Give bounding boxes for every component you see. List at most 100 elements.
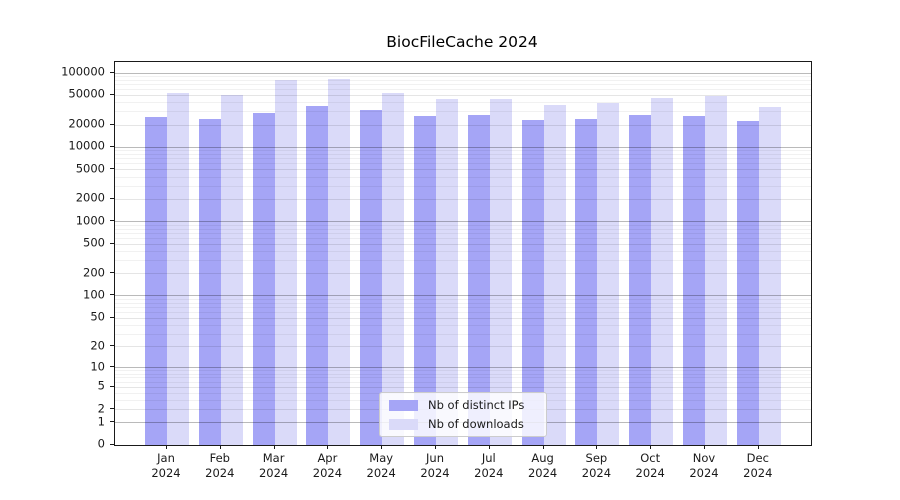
gridline [115, 302, 811, 304]
bars-layer [115, 62, 811, 445]
x-tick-year: 2024 [151, 466, 181, 480]
x-tick-label: Mar 2024 [242, 451, 306, 481]
bar-distinct-ips-jun [414, 116, 436, 445]
x-tick-month: Nov [692, 451, 716, 465]
gridline [115, 185, 811, 187]
gridline [115, 333, 811, 335]
gridline [115, 250, 811, 252]
gridline [115, 243, 811, 245]
x-tick-year: 2024 [527, 466, 558, 480]
gridline [115, 221, 811, 223]
gridline [115, 84, 811, 85]
legend-swatch-downloads-icon [389, 418, 418, 430]
x-tick-month: Dec [746, 451, 769, 465]
x-tick-label: Feb 2024 [188, 451, 252, 481]
x-tick-mark [327, 445, 329, 449]
gridline [115, 367, 811, 368]
x-tick-month: Mar [262, 451, 285, 465]
x-tick-month: Aug [531, 451, 554, 465]
gridline [115, 224, 811, 226]
gridline [115, 89, 811, 90]
y-tick-label: 5000 [75, 161, 105, 176]
bar-downloads-dec [758, 106, 781, 445]
x-tick-label: Jun 2024 [403, 451, 467, 481]
x-tick-mark [757, 445, 759, 449]
y-tick-label: 50000 [68, 86, 105, 101]
y-tick-mark [110, 345, 114, 347]
bar-downloads-feb [220, 94, 243, 445]
y-tick-label: 2 [97, 401, 105, 415]
bar-downloads-may [382, 92, 405, 445]
gridline [115, 317, 811, 319]
grid-layer [115, 62, 811, 445]
x-tick-label: Apr 2024 [295, 451, 359, 481]
y-tick-mark [110, 168, 114, 170]
legend-entry-distinct-ips: Nb of distinct IPs [389, 398, 537, 412]
bar-downloads-mar [274, 79, 297, 445]
x-tick-month: Feb [209, 451, 230, 465]
x-tick-year: 2024 [743, 466, 773, 480]
y-tick-mark [110, 443, 114, 445]
bar-downloads-apr [328, 78, 351, 445]
y-tick-label: 2000 [75, 190, 105, 205]
gridline [115, 260, 811, 262]
gridline [115, 346, 811, 348]
x-tick-mark [650, 445, 652, 449]
x-tick-year: 2024 [581, 466, 612, 480]
x-tick-mark [488, 445, 490, 449]
x-tick-year: 2024 [258, 466, 289, 480]
bar-distinct-ips-dec [736, 120, 759, 445]
y-tick-mark [110, 408, 114, 409]
x-tick-mark [704, 445, 705, 449]
x-tick-month: Jul [481, 451, 496, 465]
legend: Nb of distinct IPs Nb of downloads [379, 392, 547, 437]
y-tick-mark [110, 93, 114, 95]
x-tick-year: 2024 [366, 466, 396, 480]
gridline [115, 232, 811, 234]
gridline [115, 237, 811, 239]
gridline [115, 198, 811, 200]
x-tick-month: Apr [317, 451, 338, 465]
x-tick-label: Nov 2024 [672, 451, 736, 481]
y-tick-label: 20000 [68, 116, 105, 131]
x-tick-year: 2024 [689, 466, 719, 480]
x-tick-month: Sep [585, 451, 608, 465]
y-tick-mark [110, 145, 114, 147]
legend-label-downloads: Nb of downloads [428, 417, 524, 431]
x-tick-label: Jan 2024 [134, 451, 198, 481]
y-tick-mark [110, 242, 114, 244]
gridline [115, 324, 811, 326]
x-tick-month: May [369, 451, 394, 465]
bar-distinct-ips-may [360, 109, 383, 445]
y-tick-mark [110, 123, 114, 125]
gridline [115, 146, 811, 148]
gridline [115, 169, 811, 171]
gridline [115, 111, 811, 113]
x-tick-month: Jun [426, 451, 444, 465]
bar-distinct-ips-aug [521, 120, 544, 445]
bar-distinct-ips-apr [306, 106, 329, 445]
legend-label-distinct-ips: Nb of distinct IPs [428, 398, 525, 412]
gridline [115, 306, 811, 308]
gridline [115, 311, 811, 313]
plot-area: Nb of distinct IPs Nb of downloads [114, 61, 812, 446]
gridline [115, 273, 811, 275]
x-tick-label: Oct 2024 [618, 451, 682, 481]
y-tick-label: 100 [83, 287, 105, 302]
x-tick-mark [166, 445, 167, 449]
bar-distinct-ips-nov [683, 115, 705, 445]
y-tick-label: 50 [90, 309, 105, 324]
gridline [115, 295, 811, 297]
y-tick-label: 1000 [75, 213, 105, 228]
y-tick-label: 5 [97, 378, 105, 393]
y-tick-label: 200 [83, 265, 105, 280]
x-tick-year: 2024 [312, 466, 343, 480]
x-tick-mark [381, 445, 383, 449]
bar-distinct-ips-jan [145, 116, 167, 445]
y-tick-label: 10 [90, 359, 105, 373]
bar-downloads-jul [489, 98, 512, 445]
bar-downloads-jan [167, 93, 189, 445]
gridline [115, 150, 811, 152]
y-tick-mark [110, 421, 114, 423]
